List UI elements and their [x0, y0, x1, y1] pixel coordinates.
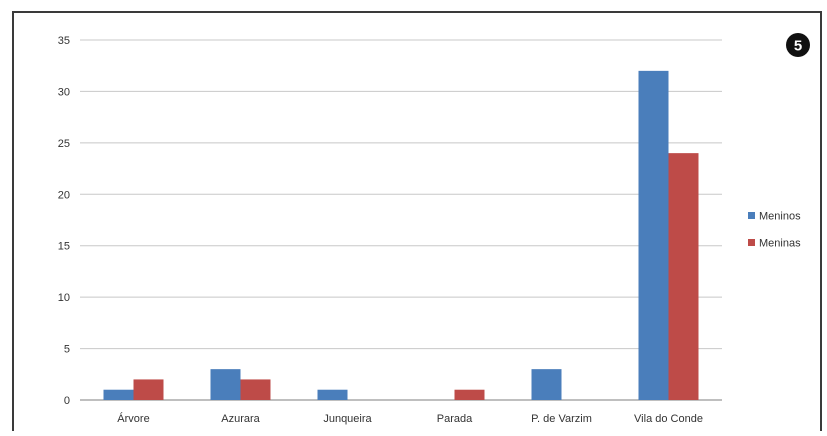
bar-meninos-1: [210, 369, 241, 400]
bar-meninas-3: [454, 389, 485, 400]
badge-label: 5: [794, 38, 802, 55]
bar-meninos-4: [531, 369, 562, 400]
x-axis-ticks: Árvore Azurara Junqueira Parada P. de Varzim…: [117, 412, 703, 425]
x-tick-label: Junqueira: [323, 413, 372, 425]
legend-label: Meninos: [759, 211, 801, 223]
bar-meninas-5: [668, 153, 699, 400]
legend-swatch: [748, 212, 755, 219]
x-tick-label: Árvore: [117, 412, 149, 425]
x-tick-label: Parada: [437, 413, 473, 425]
y-tick-label: 0: [64, 395, 70, 407]
bar-meninas-0: [133, 379, 164, 400]
bar-meninas-1: [240, 379, 271, 400]
y-axis-ticks: 0 5 10 15 20 25 30 35: [58, 35, 70, 407]
legend-label: Meninas: [759, 238, 801, 250]
bars: [103, 70, 699, 400]
y-tick-label: 25: [58, 138, 70, 150]
x-tick-label: P. de Varzim: [531, 413, 592, 425]
chart-border: [12, 11, 822, 431]
y-tick-label: 30: [58, 86, 70, 98]
bar-meninos-5: [638, 70, 669, 400]
bar-meninos-0: [103, 389, 134, 400]
badge-circle: [786, 33, 810, 57]
gridlines: [80, 39, 722, 401]
y-tick-label: 10: [58, 292, 70, 304]
x-tick-label: Vila do Conde: [634, 413, 703, 425]
y-tick-label: 20: [58, 189, 70, 201]
y-tick-label: 5: [64, 344, 70, 356]
y-tick-label: 35: [58, 35, 70, 47]
badge: 5: [786, 33, 810, 57]
x-tick-label: Azurara: [221, 413, 260, 425]
legend: Meninos Meninas: [748, 211, 801, 250]
legend-swatch: [748, 239, 755, 246]
y-tick-label: 15: [58, 241, 70, 253]
bar-meninos-2: [317, 389, 348, 400]
